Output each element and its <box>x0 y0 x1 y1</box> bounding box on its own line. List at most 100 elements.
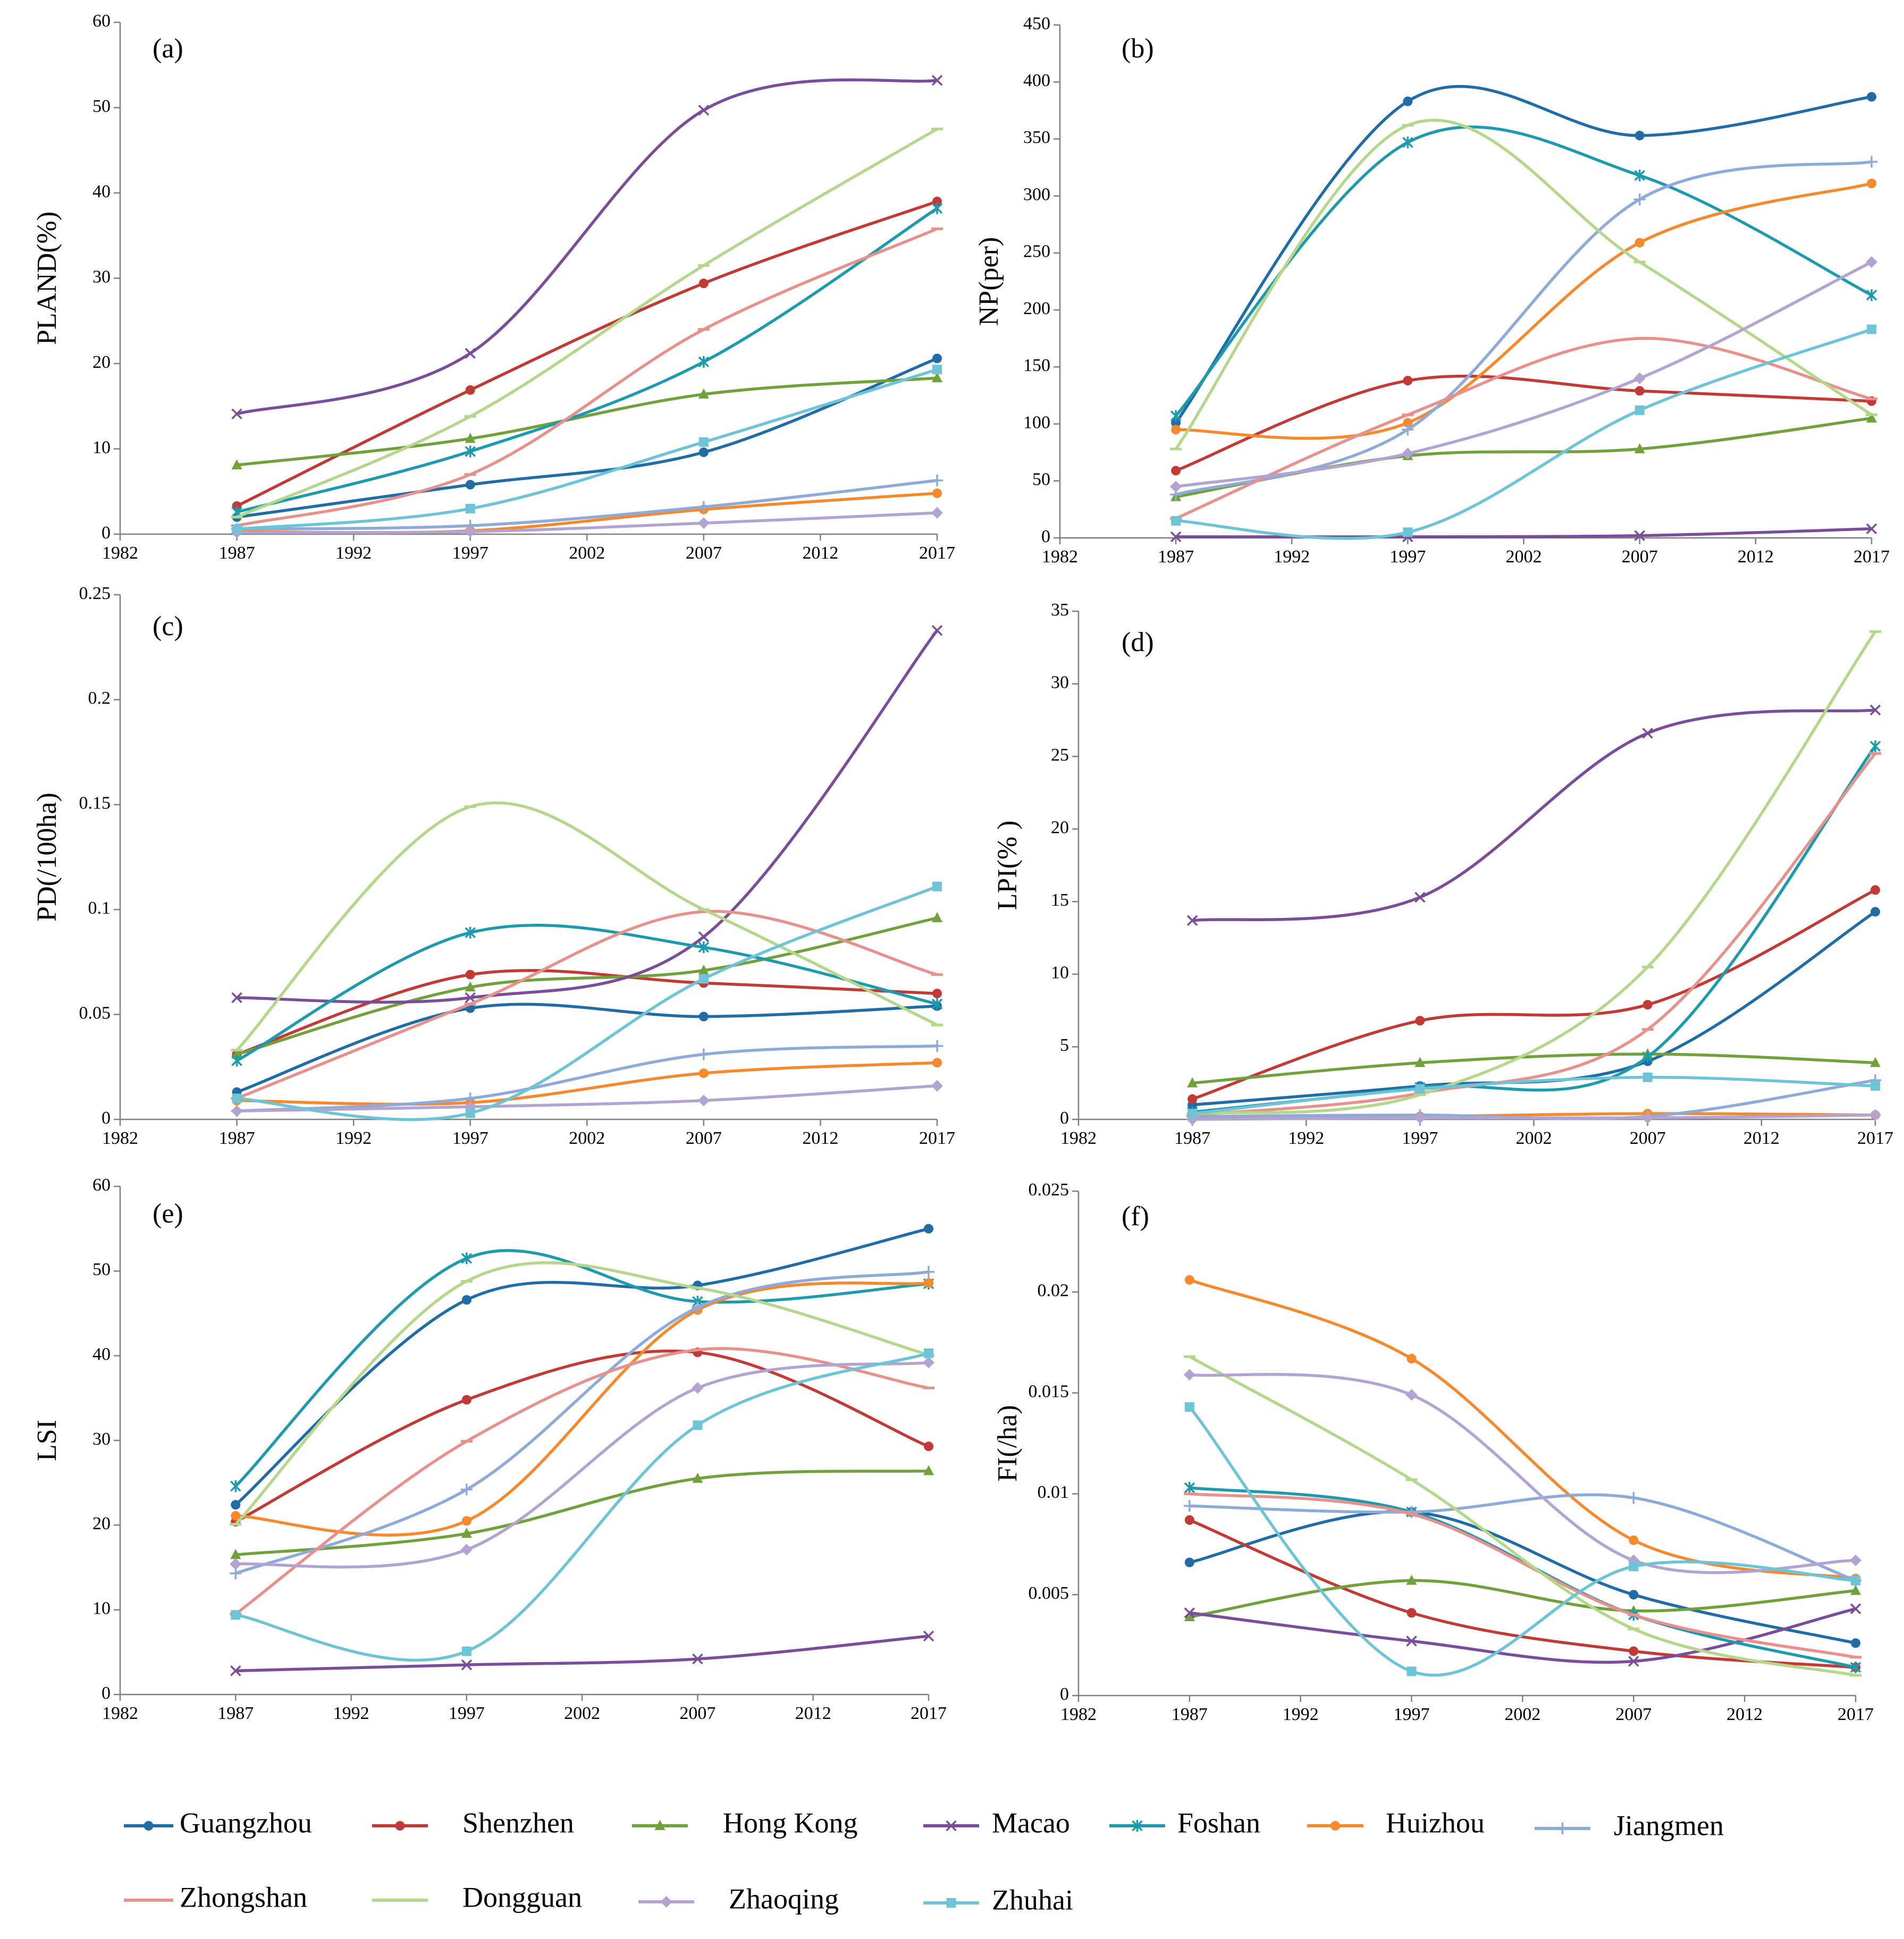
chart-b-point-zhuhai-2007 <box>1635 405 1645 415</box>
chart-f-line-zhongshan <box>1189 1492 1856 1659</box>
chart-f-line-zhuhai <box>1188 1406 1856 1677</box>
chart-e-point-shenzhen-1997 <box>461 1395 471 1405</box>
y-tick-label: 60 <box>92 11 111 31</box>
chart-d-point-macao-2007 <box>1642 728 1653 739</box>
x-tick-label: 1997 <box>1402 1128 1438 1148</box>
x-tick-label: 1997 <box>449 1704 485 1723</box>
chart-f-point-huizhou-1997 <box>1406 1354 1417 1364</box>
y-tick-label: 0 <box>1041 527 1050 546</box>
chart-c-point-foshan-1997 <box>465 926 476 939</box>
chart-e-series-hong-kong <box>230 1465 934 1559</box>
chart-c-point-hong-kong-2017 <box>932 912 942 922</box>
chart-d-line-hong-kong <box>1192 1052 1876 1085</box>
y-tick-label: 0.1 <box>88 898 111 918</box>
chart-f: 0 0.005 0.01 0.015 0.02 0.025 1982 1987 1992 1997… <box>992 1180 1874 1724</box>
chart-e-point-huizhou-1987 <box>231 1511 241 1521</box>
chart-b: 0 50 100 150 200 250 300 350 400 450 1982 1987 1992 1… <box>974 14 1890 567</box>
chart-d-series-zhaoqing <box>1186 1109 1881 1125</box>
legend-label: Foshan <box>1177 1807 1260 1839</box>
chart-b-line-zhongshan <box>1175 336 1872 520</box>
chart-c-series-zhuhai <box>232 881 942 1122</box>
legend-item-shenzhen: Shenzhen <box>372 1807 574 1839</box>
y-tick-label: 30 <box>92 1429 111 1449</box>
y-tick-label: 0.2 <box>88 688 111 708</box>
legend-swatch-marker <box>946 1898 956 1908</box>
chart-e-point-guangzhou-2017 <box>924 1224 933 1234</box>
chart-e-point-macao-1987 <box>230 1665 241 1676</box>
chart-a-point-jiangmen-2017 <box>931 474 943 486</box>
chart-a-point-macao-2007 <box>698 105 710 116</box>
y-tick-label: 0.05 <box>79 1003 111 1023</box>
x-tick-label: 1987 <box>217 1704 254 1723</box>
chart-b-point-foshan-2007 <box>1634 170 1645 182</box>
chart-d-point-macao-1997 <box>1414 891 1426 903</box>
chart-c-line-guangzhou <box>236 1002 938 1094</box>
chart-d-line-shenzhen <box>1192 888 1876 1101</box>
chart-d-point-foshan-2007 <box>1642 1051 1653 1063</box>
chart-e-point-foshan-1987 <box>230 1480 241 1493</box>
chart-b-point-jiangmen-2017 <box>1866 156 1877 168</box>
chart-f-point-shenzhen-1997 <box>1406 1608 1417 1618</box>
chart-f-line-zhaoqing <box>1189 1372 1856 1574</box>
x-tick-label: 2002 <box>1504 1705 1540 1724</box>
chart-b-point-jiangmen-2007 <box>1633 193 1646 206</box>
x-tick-label: 2012 <box>1726 1705 1763 1724</box>
chart-d-series-shenzhen <box>1187 885 1880 1104</box>
chart-f-series-zhongshan <box>1183 1492 1861 1659</box>
chart-a-point-foshan-2017 <box>931 202 943 214</box>
y-tick-label: 40 <box>92 1344 111 1364</box>
legend-label: Macao <box>992 1807 1070 1839</box>
chart-a-line-dongguan <box>236 128 938 519</box>
chart-b-line-huizhou <box>1176 182 1872 440</box>
chart-f-point-huizhou-1987 <box>1184 1275 1194 1285</box>
x-tick-label: 1997 <box>1394 1705 1430 1724</box>
y-tick-label: 0 <box>1060 1108 1069 1128</box>
chart-f-line-guangzhou <box>1189 1510 1856 1645</box>
chart-b-series-dongguan <box>1170 119 1877 451</box>
chart-c-point-foshan-2017 <box>931 998 943 1010</box>
chart-c-point-zhaoqing-1987 <box>231 1105 243 1117</box>
chart-f-point-zhaoqing-2017 <box>1850 1554 1861 1566</box>
chart-a-point-shenzhen-1997 <box>465 385 475 395</box>
chart-a-line-macao <box>236 78 938 416</box>
chart-a-point-zhaoqing-2017 <box>931 507 943 519</box>
chart-f-point-macao-1997 <box>1406 1635 1417 1647</box>
chart-f-series-macao <box>1184 1603 1861 1667</box>
chart-f-point-guangzhou-1987 <box>1184 1557 1194 1567</box>
x-tick-label: 2002 <box>569 543 605 563</box>
x-tick-label: 1992 <box>333 1704 369 1723</box>
x-tick-label: 2012 <box>1743 1128 1780 1148</box>
chart-d-point-zhuhai-1987 <box>1187 1109 1198 1119</box>
chart-d-point-hong-kong-2017 <box>1870 1057 1881 1067</box>
chart-e-point-zhuhai-2007 <box>693 1420 703 1430</box>
x-tick-label: 1987 <box>219 1128 255 1148</box>
chart-b-line-macao <box>1176 527 1872 538</box>
chart-d-point-foshan-2017 <box>1869 740 1881 753</box>
chart-e-point-hong-kong-1997 <box>461 1528 472 1538</box>
chart-d-point-hong-kong-1987 <box>1187 1077 1198 1087</box>
chart-a-point-jiangmen-2007 <box>697 501 710 513</box>
chart-f-point-hong-kong-1997 <box>1406 1574 1417 1585</box>
chart-b-point-hong-kong-2017 <box>1866 412 1877 423</box>
y-tick-label: 50 <box>1032 470 1050 490</box>
chart-c-line-shenzhen <box>236 969 938 1056</box>
chart-d-line-zhuhai <box>1192 1076 1876 1115</box>
legend-item-macao: Macao <box>923 1807 1070 1839</box>
x-tick-label: 2002 <box>569 1128 605 1148</box>
chart-e-series-macao <box>230 1630 934 1676</box>
y-tick-label: 0.005 <box>1029 1583 1069 1603</box>
chart-f-line-hong-kong <box>1189 1579 1856 1618</box>
chart-c-point-foshan-2007 <box>698 941 710 954</box>
chart-d-point-zhaoqing-1997 <box>1414 1112 1426 1124</box>
chart-c-line-hong-kong <box>236 916 938 1056</box>
chart-a-series-shenzhen <box>232 197 942 511</box>
chart-c-point-macao-2007 <box>698 931 710 942</box>
chart-c-point-shenzhen-2017 <box>932 989 942 999</box>
chart-d-line-zhaoqing <box>1192 1114 1876 1121</box>
chart-b-point-hong-kong-2007 <box>1634 443 1645 453</box>
chart-f-series-zhaoqing <box>1183 1369 1861 1574</box>
chart-b-point-guangzhou-1987 <box>1171 418 1181 428</box>
chart-a-point-shenzhen-2017 <box>932 197 942 207</box>
chart-a-point-zhaoqing-1997 <box>464 526 476 538</box>
y-tick-label: 250 <box>1023 242 1050 262</box>
